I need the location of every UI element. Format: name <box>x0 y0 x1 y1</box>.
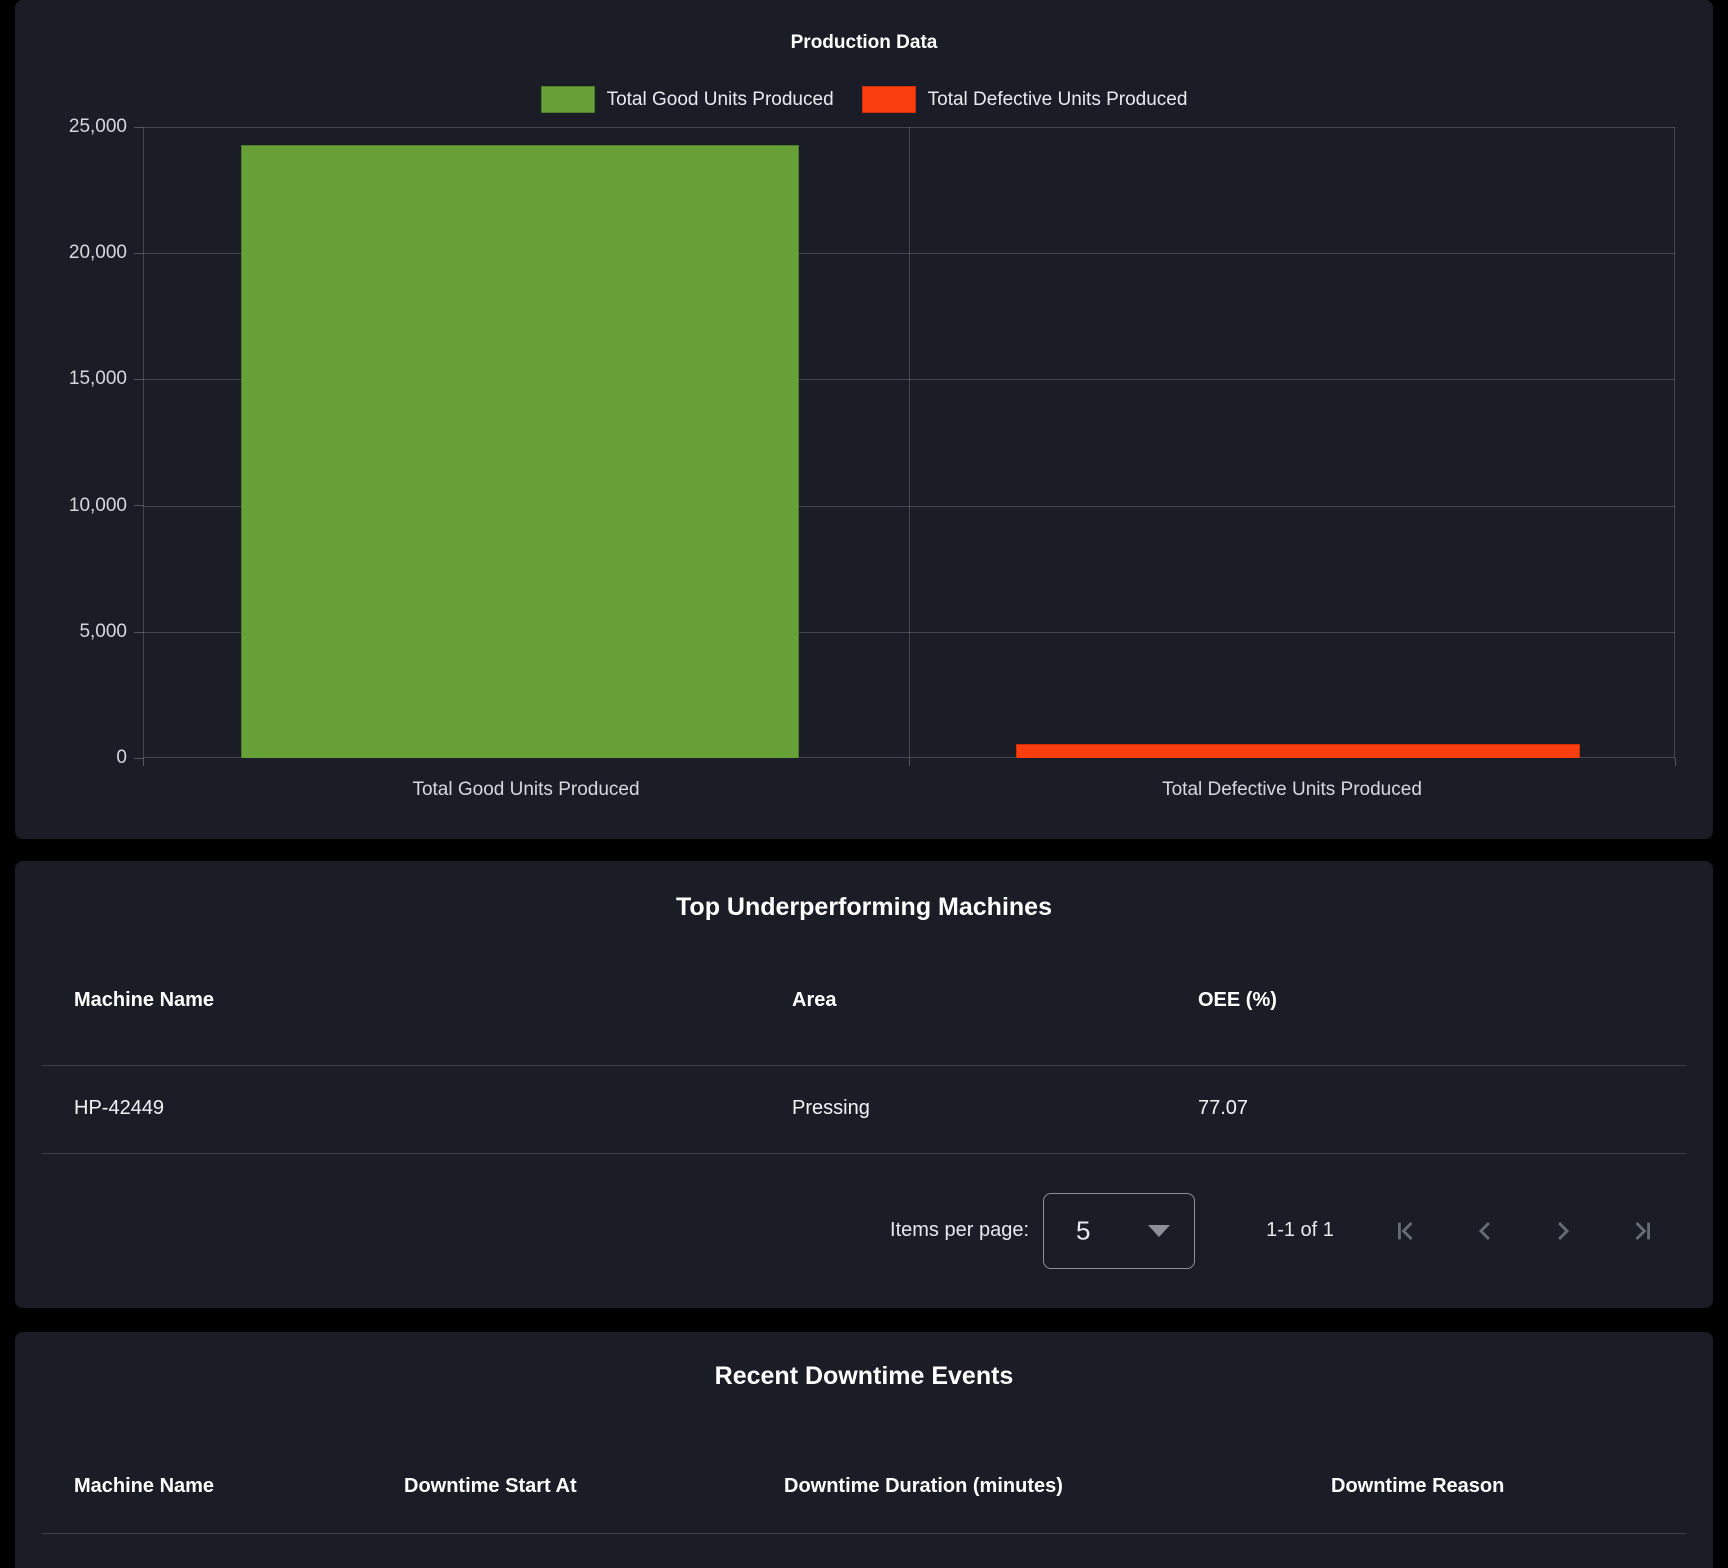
y-tick-label: 20,000 <box>68 242 127 263</box>
y-tick-label: 25,000 <box>68 116 127 137</box>
good-units-swatch <box>540 86 595 113</box>
machines-table-title: Top Underperforming Machines <box>676 893 1052 921</box>
underperforming-machines-card: Top Underperforming Machines Machine Nam… <box>15 861 1713 1308</box>
col-header-downtime-reason: Downtime Reason <box>1331 1475 1505 1497</box>
x-category-label: Total Defective Units Produced <box>1162 779 1422 800</box>
paginator-range-label: 1-1 of 1 <box>1266 1219 1334 1241</box>
next-page-button[interactable] <box>1549 1217 1577 1245</box>
chevron-right-icon <box>1558 1221 1570 1240</box>
gridline <box>1674 127 1675 758</box>
col-header-machine-name: Machine Name <box>74 1475 215 1497</box>
chart-legend: Total Good Units Produced Total Defectiv… <box>15 86 1713 113</box>
first-page-icon <box>1398 1221 1413 1240</box>
production-chart-card: Production Data Total Good Units Produce… <box>15 0 1713 839</box>
bar-defective-units <box>1016 744 1580 758</box>
y-tick-label: 10,000 <box>68 495 127 516</box>
paginator: Items per page: 5 1-1 of 1 <box>15 1153 1713 1308</box>
y-tick-label: 15,000 <box>68 368 127 389</box>
previous-page-button[interactable] <box>1471 1217 1499 1245</box>
gridline <box>909 127 910 758</box>
chevron-down-icon <box>1148 1224 1170 1237</box>
col-header-downtime-start: Downtime Start At <box>404 1475 577 1497</box>
items-per-page-select[interactable]: 5 <box>1043 1192 1195 1269</box>
gridline <box>143 379 1675 380</box>
x-category-label: Total Good Units Produced <box>412 779 640 800</box>
gridline <box>143 757 1675 758</box>
defective-units-swatch <box>861 86 916 113</box>
cell-oee: 77.07 <box>1198 1097 1249 1119</box>
bar-good-units <box>241 144 799 758</box>
y-tick <box>134 758 143 759</box>
last-page-icon <box>1635 1221 1650 1240</box>
y-tick <box>134 505 143 506</box>
gridline <box>143 632 1675 633</box>
gridline <box>143 506 1675 507</box>
downtime-table-title: Recent Downtime Events <box>714 1362 1014 1390</box>
x-tick <box>1675 758 1676 766</box>
y-tick <box>134 379 143 380</box>
x-tick <box>143 758 144 766</box>
legend-item-good-units[interactable]: Total Good Units Produced <box>540 86 834 113</box>
downtime-events-card: Recent Downtime Events Machine Name Down… <box>15 1332 1713 1568</box>
chevron-left-icon <box>1478 1221 1490 1240</box>
legend-item-defective-units[interactable]: Total Defective Units Produced <box>861 86 1188 113</box>
y-tick-label: 0 <box>116 747 127 768</box>
x-tick <box>909 758 910 766</box>
items-per-page-label: Items per page: <box>890 1219 1029 1241</box>
chart-title: Production Data <box>790 32 938 53</box>
col-header-downtime-duration: Downtime Duration (minutes) <box>784 1475 1063 1497</box>
divider <box>42 1065 1686 1066</box>
gridline <box>143 127 1675 128</box>
y-axis-line <box>143 127 144 758</box>
legend-label: Total Defective Units Produced <box>927 88 1188 110</box>
divider <box>42 1153 1686 1154</box>
last-page-button[interactable] <box>1627 1217 1655 1245</box>
col-header-machine-name: Machine Name <box>74 989 215 1011</box>
legend-label: Total Good Units Produced <box>606 88 834 110</box>
chart-plot-area <box>143 127 1675 758</box>
first-page-button[interactable] <box>1393 1217 1421 1245</box>
gridline <box>143 253 1675 254</box>
y-tick <box>134 253 143 254</box>
cell-machine-name: HP-42449 <box>74 1097 165 1119</box>
y-tick-label: 5,000 <box>79 621 127 642</box>
items-per-page-value: 5 <box>1076 1215 1091 1245</box>
col-header-oee: OEE (%) <box>1198 989 1277 1011</box>
cell-area: Pressing <box>792 1097 870 1119</box>
y-tick <box>134 127 143 128</box>
divider <box>42 1533 1686 1534</box>
y-tick <box>134 632 143 633</box>
col-header-area: Area <box>792 989 837 1011</box>
